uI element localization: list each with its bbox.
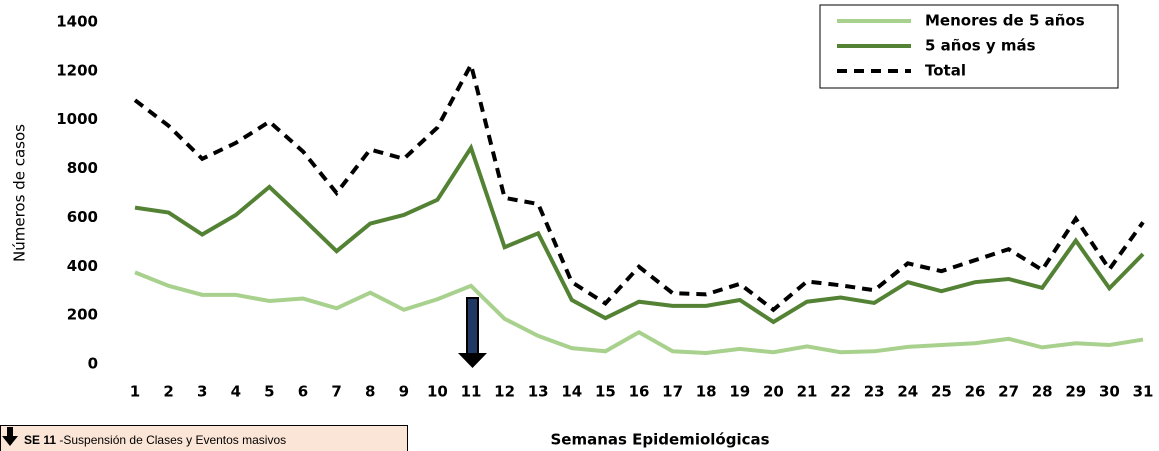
y-tick-label: 1000 bbox=[56, 110, 98, 128]
y-tick-label: 600 bbox=[67, 208, 98, 226]
event-arrow bbox=[458, 297, 487, 368]
y-axis-label: Números de casos bbox=[11, 124, 29, 262]
x-tick-label: 16 bbox=[629, 383, 650, 401]
x-tick-label: 17 bbox=[662, 383, 683, 401]
x-tick-label: 29 bbox=[1065, 383, 1086, 401]
x-tick-label: 2 bbox=[163, 383, 173, 401]
x-tick-label: 20 bbox=[763, 383, 784, 401]
annotation-bold: SE 11 bbox=[24, 433, 56, 447]
legend-label: Total bbox=[925, 62, 966, 80]
x-tick-label: 4 bbox=[231, 383, 241, 401]
x-tick-label: 30 bbox=[1099, 383, 1120, 401]
x-tick-label: 21 bbox=[797, 383, 818, 401]
x-tick-label: 28 bbox=[1032, 383, 1053, 401]
y-tick-label: 1400 bbox=[56, 13, 98, 31]
x-tick-label: 11 bbox=[461, 383, 482, 401]
y-tick-label: 400 bbox=[67, 257, 98, 275]
x-tick-label: 26 bbox=[965, 383, 986, 401]
x-tick-label: 9 bbox=[399, 383, 409, 401]
series-line bbox=[134, 143, 1145, 325]
x-tick-label: 25 bbox=[931, 383, 952, 401]
x-tick-label: 18 bbox=[696, 383, 717, 401]
series-line bbox=[133, 59, 1145, 313]
series-line bbox=[134, 270, 1144, 356]
y-tick-label: 0 bbox=[88, 355, 98, 373]
x-tick-label: 7 bbox=[331, 383, 341, 401]
x-tick-label: 13 bbox=[528, 383, 549, 401]
x-tick-label: 27 bbox=[998, 383, 1019, 401]
x-tick-label: 19 bbox=[729, 383, 750, 401]
x-tick-label: 1 bbox=[130, 383, 140, 401]
annotation-box bbox=[0, 425, 408, 451]
x-tick-label: 23 bbox=[864, 383, 885, 401]
x-tick-label: 5 bbox=[264, 383, 274, 401]
legend-label: 5 años y más bbox=[925, 37, 1036, 55]
y-tick-label: 800 bbox=[67, 159, 98, 177]
x-tick-label: 8 bbox=[365, 383, 375, 401]
x-tick-label: 6 bbox=[298, 383, 308, 401]
x-axis-label: Semanas Epidemiológicas bbox=[550, 431, 769, 449]
y-tick-label: 200 bbox=[67, 306, 98, 324]
annotation-text: -Suspensión de Clases y Eventos masivos bbox=[56, 433, 286, 447]
x-tick-label: 12 bbox=[494, 383, 515, 401]
x-tick-label: 10 bbox=[427, 383, 448, 401]
x-tick-label: 15 bbox=[595, 383, 616, 401]
legend-label: Menores de 5 años bbox=[925, 12, 1085, 30]
x-tick-label: 22 bbox=[830, 383, 851, 401]
x-tick-label: 14 bbox=[561, 383, 582, 401]
annotation: SE 11 -Suspensión de Clases y Eventos ma… bbox=[24, 433, 286, 447]
x-tick-label: 3 bbox=[197, 383, 207, 401]
x-tick-label: 31 bbox=[1133, 383, 1154, 401]
annotation-arrow bbox=[2, 427, 18, 446]
y-tick-label: 1200 bbox=[56, 61, 98, 79]
x-tick-label: 24 bbox=[897, 383, 918, 401]
